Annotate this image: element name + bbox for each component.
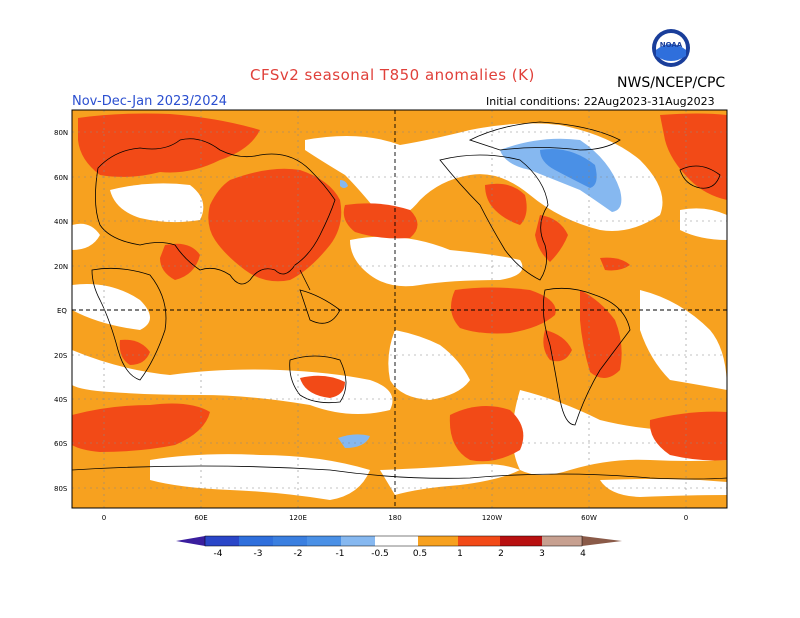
cool-region-1	[500, 138, 622, 212]
colorbar-outline	[204, 535, 583, 547]
colorbar: -4 -3 -2 -1 -0.5 0.5 1 2 3 4	[176, 535, 622, 559]
colorbar-label: -1	[336, 549, 345, 559]
colorbar-label: 1	[457, 549, 463, 559]
lon-labels: 0 60E 120E 180 120W 60W 0	[102, 514, 688, 522]
colorbar-segment	[176, 536, 205, 546]
coastlines	[72, 121, 727, 480]
colorbar-label: -2	[294, 549, 303, 559]
reference-lines	[72, 110, 727, 508]
lat-label: 20N	[54, 263, 68, 271]
colorbar-label: -4	[214, 549, 223, 559]
lon-label: 60W	[581, 514, 597, 522]
agency-label: NWS/NCEP/CPC	[617, 75, 726, 91]
cool-region-3	[338, 434, 370, 448]
colorbar-segment	[205, 536, 239, 546]
gridlines	[72, 110, 727, 508]
colorbar-label: 4	[580, 549, 586, 559]
colorbar-segment	[341, 536, 375, 546]
lon-label: 180	[388, 514, 401, 522]
lat-label: 40S	[54, 396, 68, 404]
colorbar-segment	[582, 536, 622, 546]
logo-text: NOAA	[660, 41, 683, 49]
colorbar-label: 2	[498, 549, 504, 559]
colorbar-segment	[375, 536, 418, 546]
colorbar-segment	[239, 536, 273, 546]
lon-label: 0	[684, 514, 688, 522]
noaa-logo: NOAA	[651, 28, 691, 68]
lon-label: 120E	[289, 514, 307, 522]
map-frame	[71, 109, 728, 509]
colorbar-label: -0.5	[371, 549, 389, 559]
lat-labels: 80N 60N 40N 20N EQ 20S 40S 60S 80S	[54, 129, 68, 493]
map-field	[72, 110, 727, 508]
lat-label: 60S	[54, 440, 68, 448]
colorbar-label: 0.5	[413, 549, 427, 559]
lon-label: 60E	[194, 514, 207, 522]
map-title: CFSv2 seasonal T850 anomalies (K)	[250, 66, 535, 84]
colorbar-segment	[418, 536, 458, 546]
lat-label: 80N	[54, 129, 68, 137]
colorbar-segment	[500, 536, 542, 546]
lon-label: 0	[102, 514, 106, 522]
lon-label: 120W	[482, 514, 502, 522]
colorbar-segment	[458, 536, 500, 546]
cool-region-2	[540, 149, 597, 188]
initial-conditions-label: Initial conditions: 22Aug2023-31Aug2023	[486, 95, 715, 108]
lat-label: EQ	[57, 307, 67, 315]
lat-label: 20S	[54, 352, 68, 360]
colorbar-label: -3	[254, 549, 263, 559]
colorbar-segment	[273, 536, 307, 546]
colorbar-segment	[542, 536, 582, 546]
colorbar-segment	[307, 536, 341, 546]
lat-label: 60N	[54, 174, 68, 182]
season-label: Nov-Dec-Jan 2023/2024	[72, 94, 228, 109]
cool-region-4	[340, 180, 348, 188]
lat-label: 80S	[54, 485, 68, 493]
colorbar-label: 3	[539, 549, 545, 559]
lat-label: 40N	[54, 218, 68, 226]
